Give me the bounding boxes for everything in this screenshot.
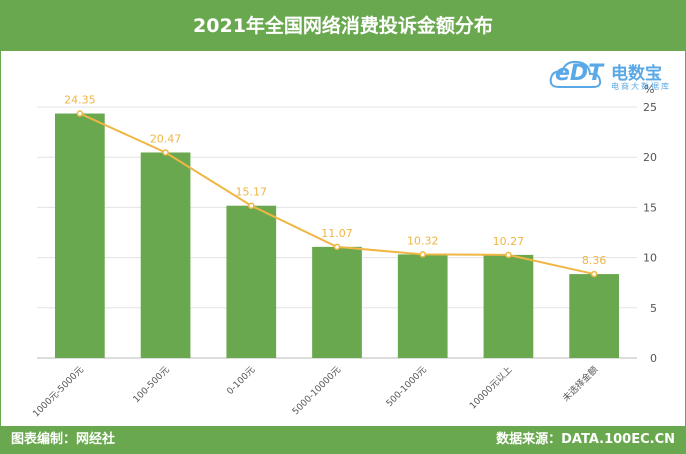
data-label: 10.27 (493, 235, 525, 248)
line-point (419, 251, 426, 258)
cloud-icon (549, 60, 602, 88)
line-point (248, 202, 255, 209)
logo-subtitle: 电商大数据库 (611, 82, 671, 91)
chart-title: 2021年全国网络消费投诉金额分布 (193, 15, 493, 37)
x-tick-label: 0-100元 (225, 365, 257, 397)
data-label: 11.07 (321, 227, 353, 240)
bar (397, 254, 448, 358)
bar (55, 113, 105, 358)
bar (226, 205, 277, 358)
bar-chart: 0 5 10 15 20 25 1000元-5000元 100-500元 0-100元 5000-… (31, 94, 657, 420)
footer-credit: 图表编制：网经社 (11, 432, 116, 447)
line-point (162, 149, 169, 156)
line-point (333, 243, 341, 251)
x-tick-label: 10000元以上 (467, 364, 514, 411)
y-tick-label: 25 (643, 101, 657, 114)
edt-logo: eDT 电数宝 电商大数据库 (549, 53, 681, 97)
y-tick-label: 5 (650, 302, 657, 315)
x-tick-label: 未选择金额 (560, 364, 600, 404)
data-label: 10.32 (407, 234, 439, 247)
data-label: 15.17 (236, 186, 268, 199)
x-tick-label: 100-500元 (132, 365, 172, 405)
footer-bar: 图表编制：网经社 数据来源：DATA.100EC.CN (1, 426, 685, 453)
logo-text-cn: 电数宝 (611, 64, 662, 84)
y-tick-label: 0 (650, 352, 657, 365)
logo-text-en: eDT (555, 61, 604, 86)
bar (483, 254, 534, 358)
y-tick-label: 10 (643, 252, 657, 265)
y-tick-label: 15 (643, 201, 657, 214)
data-label: 8.36 (582, 254, 607, 267)
line-point (590, 270, 598, 278)
x-tick-label: 5000-10000元 (291, 365, 343, 417)
y-axis-unit: % (644, 83, 655, 96)
title-bar: 2021年全国网络消费投诉金额分布 (1, 1, 685, 51)
data-label: 24.35 (64, 94, 96, 107)
footer-source: 数据来源：DATA.100EC.CN (496, 432, 675, 447)
x-tick-label: 500-1000元 (385, 365, 429, 409)
bar (312, 246, 362, 358)
bar (569, 274, 619, 358)
line-point (76, 110, 84, 117)
bar (140, 152, 191, 358)
y-tick-label: 20 (643, 151, 657, 164)
data-label: 20.47 (150, 132, 182, 145)
x-tick-label: 1000元-5000元 (31, 365, 85, 419)
line-point (505, 251, 512, 259)
